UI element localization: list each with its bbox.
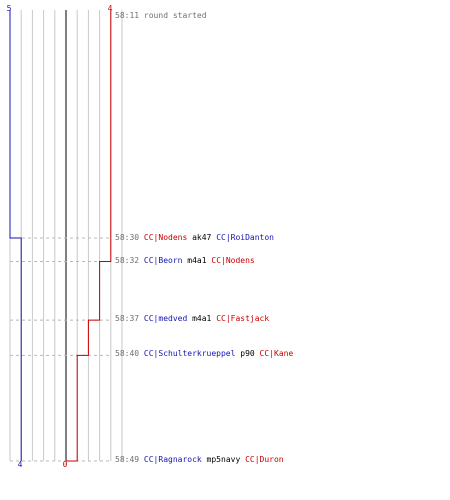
event-time: 58:11: [115, 11, 140, 20]
killer-name: CC|Schulterkrueppel: [143, 349, 236, 358]
killer-name: CC|Nodens: [143, 233, 188, 242]
red-team-alive-line: [66, 10, 112, 462]
event-guide-lines: [10, 237, 110, 462]
blue-team-alive-line: [9, 10, 22, 461]
event-text: round started: [143, 11, 207, 20]
event-time: 58:40: [115, 349, 140, 358]
event-time: 58:49: [115, 455, 140, 464]
victim-name: CC|Nodens: [211, 256, 255, 265]
weapon-name: mp5navy: [206, 455, 241, 464]
kill-event: 58:30 CC|Nodens ak47 CC|RoiDanton: [115, 232, 274, 244]
victim-name: CC|Fastjack: [216, 314, 270, 323]
weapon-name: m4a1: [187, 256, 207, 265]
blue-end-count: 4: [18, 460, 23, 469]
red-end-count: 0: [63, 460, 68, 469]
event-time: 58:37: [115, 314, 140, 323]
victim-name: CC|Kane: [259, 349, 294, 358]
weapon-name: p90: [240, 349, 255, 358]
kill-event: 58:32 CC|Beorn m4a1 CC|Nodens: [115, 255, 255, 267]
killer-name: CC|Beorn: [143, 256, 183, 265]
event-round-start: 58:11 round started: [115, 10, 207, 22]
kill-event: 58:40 CC|Schulterkrueppel p90 CC|Kane: [115, 348, 293, 360]
event-time: 58:32: [115, 256, 140, 265]
weapon-name: ak47: [192, 233, 212, 242]
blue-start-count: 5: [7, 4, 12, 13]
weapon-name: m4a1: [192, 314, 212, 323]
killer-name: CC|Ragnarock: [143, 455, 202, 464]
red-start-count: 4: [108, 4, 113, 13]
event-time: 58:30: [115, 233, 140, 242]
killer-name: CC|medved: [143, 314, 188, 323]
kill-event: 58:49 CC|Ragnarock mp5navy CC|Duron: [115, 454, 284, 466]
victim-name: CC|Duron: [245, 455, 284, 464]
victim-name: CC|RoiDanton: [216, 233, 274, 242]
kill-event: 58:37 CC|medved m4a1 CC|Fastjack: [115, 313, 269, 325]
grid-lines: [9, 10, 123, 461]
